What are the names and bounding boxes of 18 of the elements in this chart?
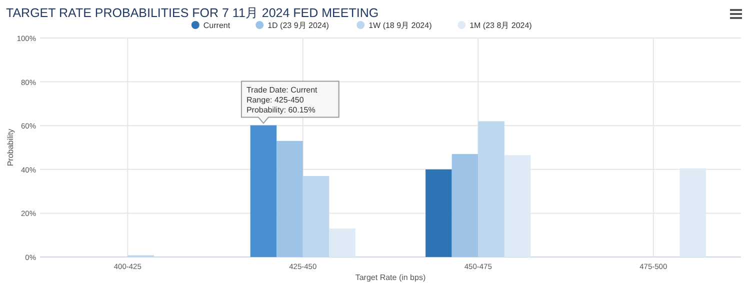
bar	[680, 168, 706, 257]
bar	[426, 169, 452, 257]
legend-label: 1M (23 8月 2024)	[470, 21, 532, 30]
bar	[302, 176, 330, 257]
bar	[504, 155, 531, 257]
chart-title: TARGET RATE PROBABILITIES FOR 7 11月 2024 FED MEETING	[6, 6, 379, 20]
bar	[452, 154, 478, 257]
legend-label: 1W (18 9月 2024)	[368, 21, 432, 30]
bar	[478, 121, 504, 257]
x-axis-title: Target Rate (in bps)	[355, 273, 426, 282]
bar	[276, 140, 303, 257]
bar	[329, 228, 356, 257]
y-axis-title: Probability	[6, 128, 15, 166]
annotation: Trade Date: Current Range: 425-450 Probability: 60.15%	[246, 85, 318, 114]
bar	[250, 125, 277, 257]
legend-label: 1D (23 9月 2024)	[268, 21, 330, 30]
tooltip: Trade Date: Current Range: 425-450 Probability: 60.15%	[240, 80, 340, 124]
legend-label: Current	[203, 21, 231, 30]
